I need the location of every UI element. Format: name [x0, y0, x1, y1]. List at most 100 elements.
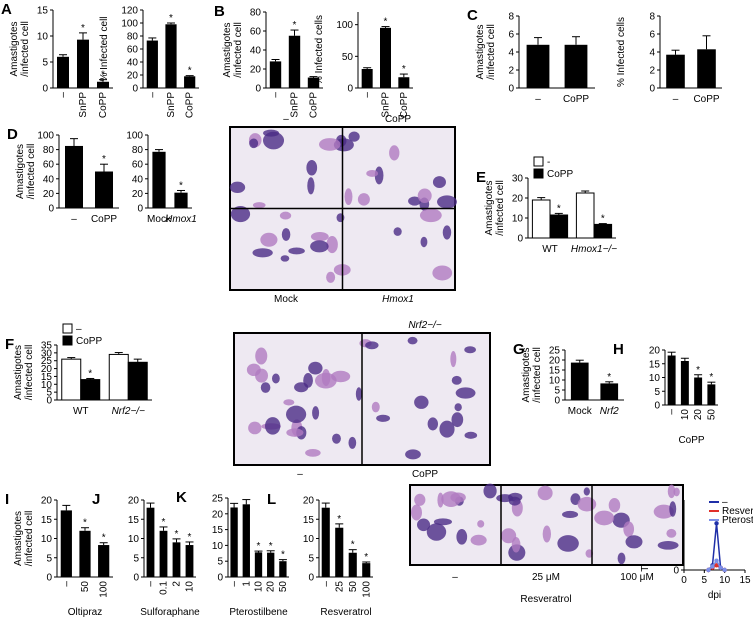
significance-mark: *: [162, 517, 166, 528]
x-tick-label: CoPP: [693, 94, 719, 105]
significance-mark: *: [557, 203, 561, 214]
x-tick-label: CoPP: [185, 92, 196, 118]
cell: [357, 193, 370, 206]
bar: [531, 199, 551, 239]
bar: [362, 563, 371, 577]
cell: [570, 493, 581, 505]
y-axis-label: % Infected cells: [616, 17, 627, 87]
x-tick-label: 2: [172, 581, 183, 587]
x-tick-label: –: [58, 92, 69, 98]
y-tick-label: 15: [303, 515, 315, 526]
x-tick-label: 50: [348, 581, 359, 593]
significance-mark: *: [81, 23, 85, 34]
cell: [464, 431, 478, 439]
y-tick-label: 15: [212, 525, 224, 536]
bar: [564, 44, 588, 88]
cell: [260, 232, 278, 247]
significance-mark: *: [709, 372, 713, 383]
significance-mark: *: [101, 70, 105, 81]
x-axis-label: Resveratrol: [320, 607, 371, 618]
cell: [483, 483, 497, 499]
cell: [393, 227, 402, 236]
cell: [281, 228, 291, 241]
y-axis-label: Amastigotes: [222, 22, 233, 77]
y-tick-label: 20: [212, 509, 224, 520]
y-tick-label: 0: [508, 84, 514, 95]
cell: [417, 518, 431, 532]
image-label: Nrf2−/−: [408, 320, 442, 331]
cell: [608, 497, 621, 513]
y-tick-label: 6: [508, 30, 514, 41]
y-tick-label: 0: [48, 204, 54, 215]
bar: [254, 552, 263, 577]
cell: [669, 501, 677, 517]
cell: [280, 255, 290, 262]
bar: [348, 552, 357, 577]
legend-label: –: [76, 324, 82, 335]
panel-letter: A: [1, 1, 12, 18]
y-tick-label: 10: [303, 534, 315, 545]
y-tick-label: 30: [512, 174, 524, 185]
cell: [326, 235, 338, 254]
series-line: [707, 523, 726, 571]
legend-label: Resveratrol: [722, 506, 753, 517]
y-tick-label: 10: [41, 534, 53, 545]
bar: [174, 192, 188, 208]
cell: [441, 491, 461, 507]
y-axis-label: /infected cell: [24, 511, 35, 567]
panel-letter: C: [467, 7, 478, 24]
image-label: –: [297, 469, 303, 480]
bar: [600, 383, 619, 400]
x-tick-label: CoPP: [399, 92, 410, 118]
significance-mark: *: [102, 533, 106, 544]
cell: [617, 552, 626, 565]
significance-mark: *: [188, 66, 192, 77]
x-axis-label: CoPP: [678, 435, 704, 446]
bar: [60, 510, 72, 577]
y-axis-label: Amastigotes: [521, 347, 532, 402]
bar: [593, 223, 613, 239]
cell: [371, 401, 380, 413]
cell: [455, 387, 476, 399]
y-axis-label: /infected cell: [20, 21, 31, 77]
cell: [303, 373, 313, 388]
bar: [159, 530, 168, 577]
image-label: –: [452, 572, 458, 583]
x-tick-label: 5: [702, 575, 708, 586]
cell: [427, 417, 439, 431]
bar: [398, 77, 410, 88]
y-tick-label: 5: [46, 553, 52, 564]
cell: [271, 373, 280, 384]
x-tick-label: 0: [681, 575, 687, 586]
y-tick-label: 100: [37, 131, 54, 142]
bar: [288, 35, 301, 88]
cell: [542, 525, 552, 543]
x-tick-label: –: [535, 94, 541, 105]
bar: [146, 507, 155, 577]
y-tick-label: 40: [132, 174, 144, 185]
y-tick-label: 15: [649, 359, 661, 370]
cell: [318, 138, 341, 151]
y-tick-label: 20: [250, 65, 262, 76]
y-tick-label: 15: [549, 366, 561, 377]
bar: [79, 530, 91, 577]
panel-letter: H: [613, 341, 624, 358]
x-tick-label: 1: [241, 581, 252, 587]
x-tick-label: –: [229, 581, 240, 587]
y-axis-label: Amastigotes: [484, 180, 495, 235]
bar: [667, 355, 676, 405]
y-tick-label: 15: [128, 515, 140, 526]
y-axis-label: /infected cell: [495, 180, 506, 236]
bar: [321, 507, 330, 577]
panel-letter: E: [476, 169, 486, 186]
cell: [305, 449, 321, 457]
y-tick-label: 0: [46, 573, 52, 584]
cell: [310, 231, 329, 242]
cell: [653, 504, 674, 519]
y-tick-label: 0: [554, 396, 560, 407]
cell: [260, 382, 271, 393]
bar: [680, 361, 689, 405]
y-tick-label: 20: [128, 496, 140, 507]
cell: [279, 211, 292, 220]
cell: [326, 271, 336, 283]
